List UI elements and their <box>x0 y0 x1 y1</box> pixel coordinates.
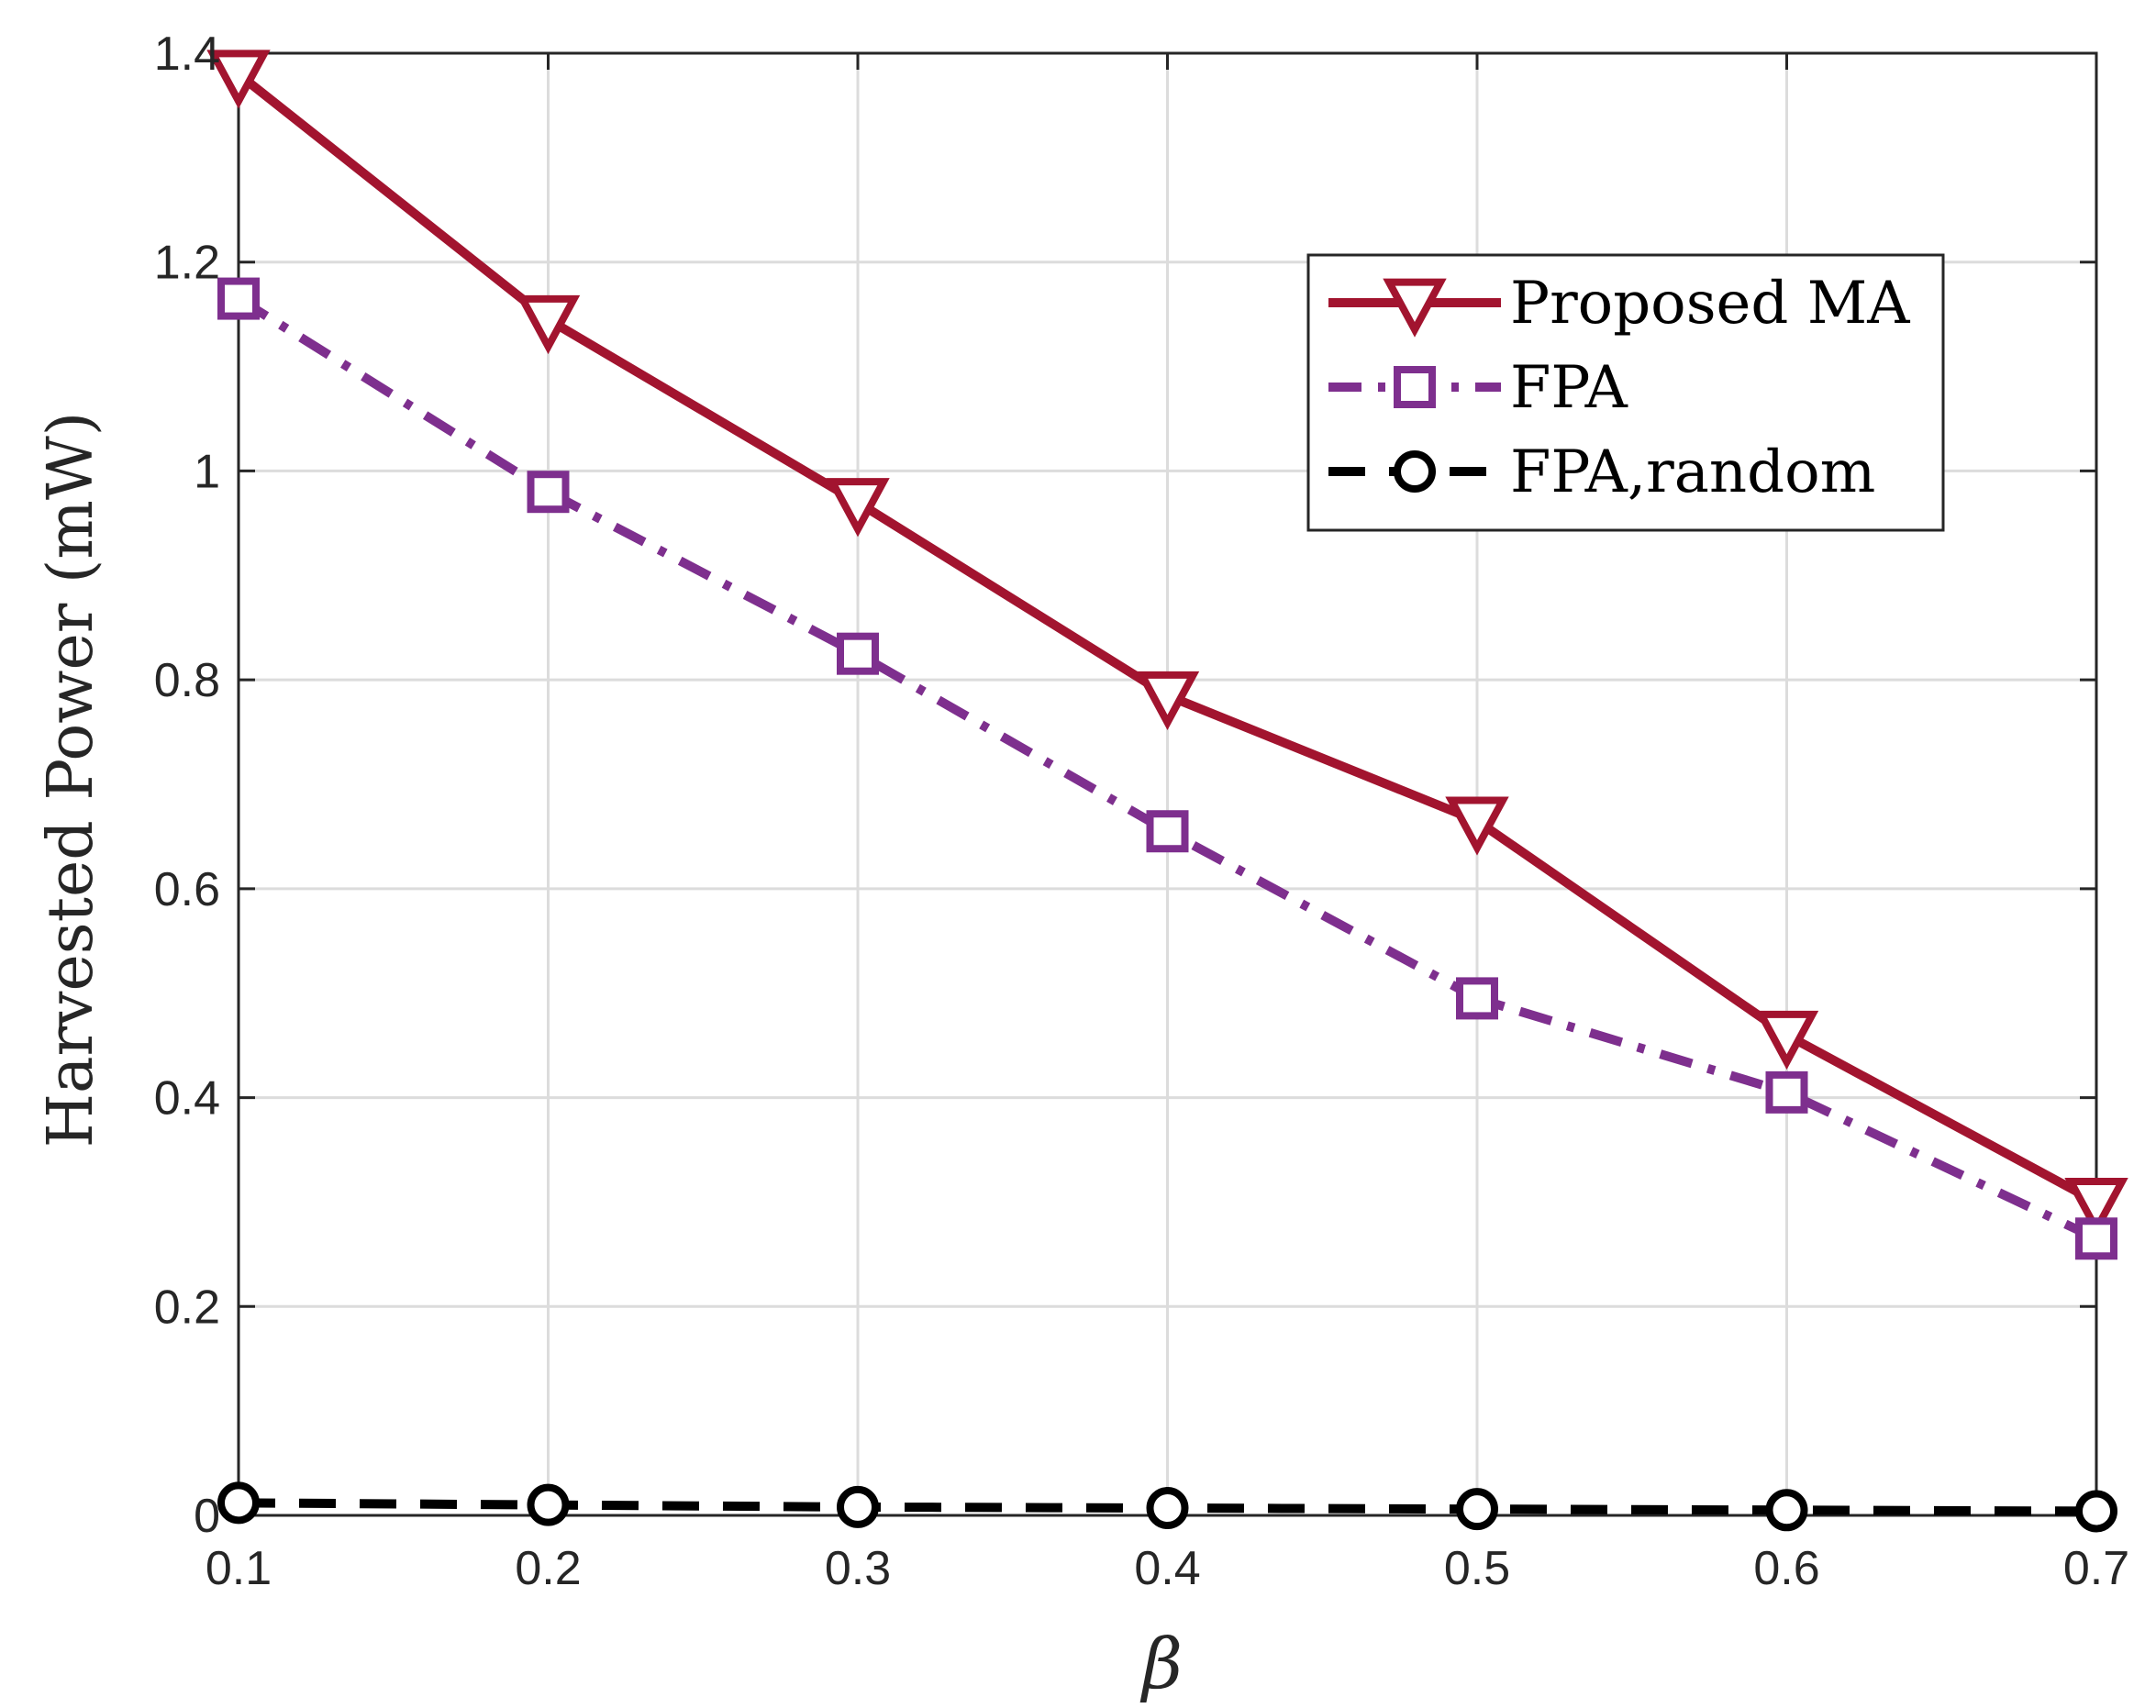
data-point <box>217 1481 260 1525</box>
data-point <box>527 471 570 514</box>
data-point <box>2075 1217 2117 1260</box>
data-point <box>2075 1490 2117 1533</box>
x-tick-label: 0.6 <box>1753 1542 1819 1595</box>
legend-marker <box>1383 278 1447 338</box>
data-point <box>1445 796 1509 856</box>
data-point <box>2064 1178 2128 1237</box>
x-tick-label: 0.7 <box>2063 1542 2129 1595</box>
legend-label: Proposed MA <box>1510 270 1910 338</box>
legend-label: FPA <box>1510 354 1628 422</box>
data-point <box>1765 1489 1808 1532</box>
y-tick-label: 0.2 <box>154 1281 220 1334</box>
x-tick-label: 0.3 <box>825 1542 891 1595</box>
y-tick-label: 0.4 <box>154 1072 220 1126</box>
tick-labels: 0.1 0.2 0.3 0.4 0.5 0.6 0.7 0 0.2 0.4 0.6 0.8 1 1.2 1.… <box>154 28 2129 1595</box>
legend-item: Proposed MA <box>1328 270 1910 338</box>
x-tick-label: 0.4 <box>1134 1542 1200 1595</box>
y-tick-label: 1.4 <box>154 28 220 81</box>
data-point <box>1456 977 1498 1020</box>
legend-item: FPA <box>1328 354 1628 422</box>
x-tick-label: 0.2 <box>515 1542 581 1595</box>
series-1 <box>217 277 2117 1260</box>
legend-item: FPA,random <box>1328 438 1875 506</box>
data-point <box>1754 1010 1819 1070</box>
legend-label: FPA,random <box>1510 438 1875 506</box>
x-axis-label: β <box>1139 1623 1183 1704</box>
series-2 <box>217 1481 2117 1533</box>
data-point <box>837 632 879 675</box>
data-point <box>1146 1487 1189 1530</box>
y-tick-label: 1 <box>194 445 220 498</box>
legend-marker <box>1394 366 1436 408</box>
data-point <box>1765 1070 1808 1114</box>
x-tick-label: 0.1 <box>206 1542 272 1595</box>
y-axis-label: Harvested Power (mW) <box>35 412 107 1148</box>
series-0 <box>206 50 2128 1237</box>
y-tick-label: 1.2 <box>154 237 220 290</box>
data-point <box>1135 671 1200 731</box>
data-point <box>1146 810 1189 853</box>
data-point <box>217 277 260 320</box>
y-tick-label: 0 <box>194 1490 220 1543</box>
data-point <box>837 1485 879 1528</box>
data-point <box>826 478 890 538</box>
data-point <box>206 50 271 109</box>
data-point <box>516 294 581 355</box>
x-tick-label: 0.5 <box>1444 1542 1510 1595</box>
y-tick-label: 0.8 <box>154 654 220 707</box>
data-point <box>1456 1488 1498 1531</box>
y-tick-label: 0.6 <box>154 863 220 916</box>
legend: Proposed MA FPA FPA,random <box>1306 253 1945 532</box>
legend-marker <box>1394 450 1436 493</box>
series-layer <box>206 50 2128 1533</box>
data-point <box>527 1483 570 1526</box>
